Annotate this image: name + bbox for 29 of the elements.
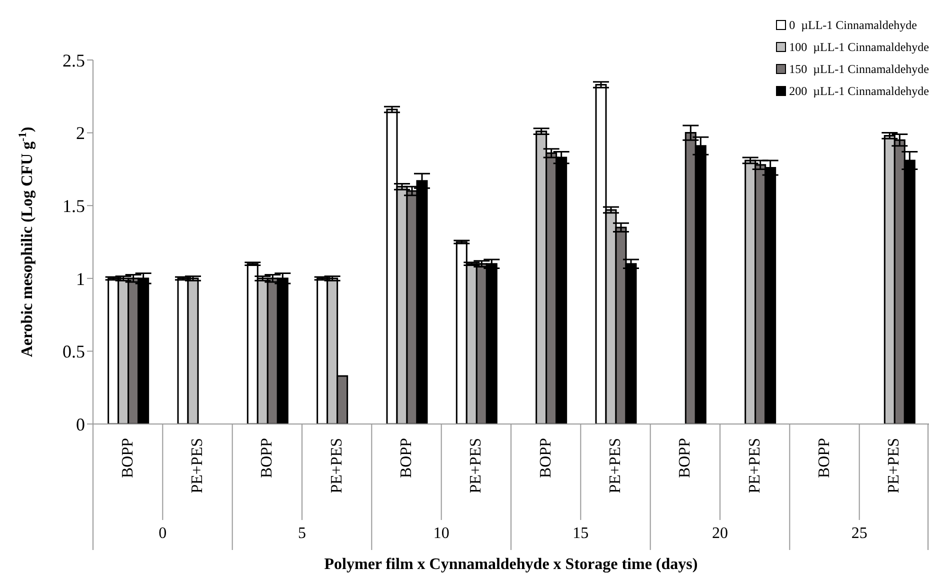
x-tick-label: PE+PES	[746, 438, 764, 494]
legend-label: 100 µLL-1 Cinnamaldehyde	[789, 39, 929, 56]
y-tick-label: 1	[76, 268, 85, 289]
legend-label: 150 µLL-1 Cinnamaldehyde	[789, 61, 929, 78]
y-tick-label: 2	[76, 123, 85, 144]
x-tick-label: BOPP	[258, 438, 276, 478]
text: 25	[851, 525, 868, 542]
x-tick-label: BOPP	[398, 438, 415, 478]
y-tick-label: 0.5	[62, 342, 85, 362]
x-tick-label: PE+PES	[328, 438, 346, 494]
x-tick-label: BOPP	[537, 438, 554, 478]
legend-label: 200 µLL-1 Cinnamaldehyde	[789, 83, 929, 100]
x-tick-label: BOPP	[676, 438, 694, 478]
x-tick-label: PE+PES	[189, 438, 206, 494]
text: 5	[298, 525, 306, 542]
text: 0	[158, 525, 167, 542]
legend-label: 0 µLL-1 Cinnamaldehyde	[789, 17, 917, 34]
x-tick-label: PE+PES	[886, 438, 903, 494]
x-tick-label: BOPP	[816, 438, 833, 478]
x-tick-label: PE+PES	[468, 438, 485, 494]
y-tick-label: 2.5	[62, 50, 85, 70]
x-tick-label: PE+PES	[607, 438, 624, 494]
text: 20	[712, 525, 728, 542]
x-tick-label: BOPP	[119, 438, 136, 478]
y-tick-label: 1.5	[62, 196, 85, 216]
text: 15	[572, 525, 589, 542]
text: 10	[433, 525, 450, 542]
x-axis-title: Polymer film x Cynnamaldehyde x Storage time (days)	[324, 556, 698, 573]
y-tick-label: 0	[76, 414, 85, 434]
